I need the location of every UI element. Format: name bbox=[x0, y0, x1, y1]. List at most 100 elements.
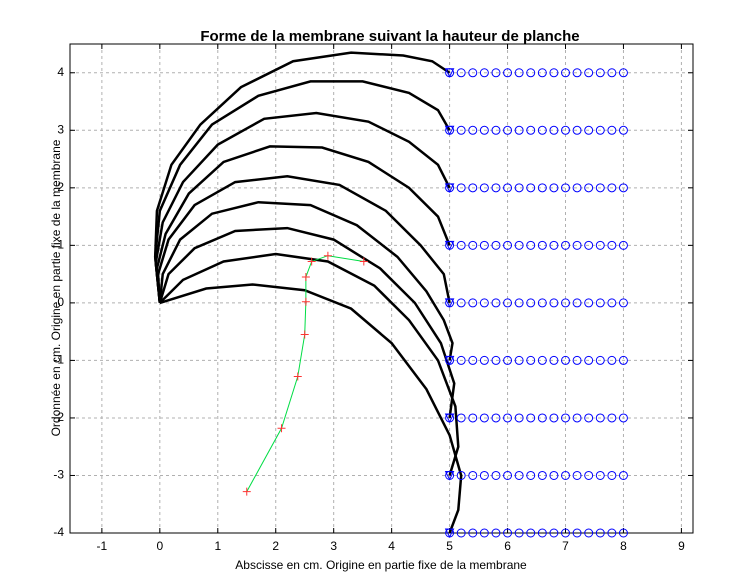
x-tick-label: 5 bbox=[446, 539, 453, 553]
circle-marker bbox=[561, 298, 571, 308]
circle-marker bbox=[456, 125, 466, 135]
circle-marker bbox=[595, 413, 605, 423]
circle-marker bbox=[595, 183, 605, 193]
circle-marker bbox=[445, 125, 455, 135]
x-tick-label: 2 bbox=[272, 539, 279, 553]
circle-marker bbox=[561, 413, 571, 423]
circle-marker bbox=[456, 470, 466, 480]
circle-marker bbox=[468, 240, 478, 250]
circle-marker bbox=[456, 240, 466, 250]
circle-marker bbox=[584, 183, 594, 193]
circle-marker bbox=[479, 68, 489, 78]
membrane-curve bbox=[156, 175, 451, 304]
circle-marker bbox=[491, 298, 501, 308]
circle-marker bbox=[584, 413, 594, 423]
circle-marker bbox=[561, 125, 571, 135]
circle-marker bbox=[549, 68, 559, 78]
x-tick-label: 9 bbox=[678, 539, 685, 553]
circle-marker bbox=[595, 240, 605, 250]
circle-marker bbox=[595, 298, 605, 308]
circle-marker bbox=[549, 355, 559, 365]
circle-marker bbox=[479, 183, 489, 193]
trace-marker bbox=[293, 372, 302, 381]
circle-marker bbox=[514, 298, 524, 308]
y-tick-label: 2 bbox=[57, 180, 64, 194]
circle-marker bbox=[514, 470, 524, 480]
circle-marker bbox=[537, 68, 547, 78]
circle-marker bbox=[526, 413, 536, 423]
circle-marker bbox=[584, 240, 594, 250]
circle-marker bbox=[561, 355, 571, 365]
x-axis-label: Abscisse en cm. Origine en partie fixe d… bbox=[235, 558, 527, 572]
circle-marker bbox=[468, 413, 478, 423]
membrane-curve bbox=[153, 51, 451, 304]
circle-marker bbox=[514, 355, 524, 365]
circle-marker bbox=[456, 183, 466, 193]
membrane-curve bbox=[154, 111, 451, 304]
circle-marker bbox=[537, 355, 547, 365]
circle-marker bbox=[549, 413, 559, 423]
circle-marker bbox=[503, 183, 513, 193]
circle-marker bbox=[572, 528, 582, 538]
circle-marker bbox=[491, 355, 501, 365]
circle-marker bbox=[549, 125, 559, 135]
circle-marker bbox=[514, 183, 524, 193]
circle-marker bbox=[514, 68, 524, 78]
circle-marker bbox=[607, 68, 617, 78]
circle-marker bbox=[503, 298, 513, 308]
circle-marker bbox=[491, 528, 501, 538]
y-tick-label: 1 bbox=[57, 238, 64, 252]
trace-marker bbox=[359, 257, 368, 266]
membrane-curve bbox=[159, 283, 463, 534]
circle-marker bbox=[618, 528, 628, 538]
circle-marker bbox=[526, 68, 536, 78]
circle-marker bbox=[479, 355, 489, 365]
circle-marker bbox=[514, 240, 524, 250]
trace-marker bbox=[323, 251, 332, 260]
circle-marker bbox=[549, 298, 559, 308]
circle-marker bbox=[607, 240, 617, 250]
trace-marker bbox=[301, 297, 310, 306]
circle-marker bbox=[584, 355, 594, 365]
circle-marker bbox=[479, 240, 489, 250]
circle-marker bbox=[618, 240, 628, 250]
circle-marker bbox=[584, 528, 594, 538]
circle-marker bbox=[491, 413, 501, 423]
circle-marker bbox=[526, 298, 536, 308]
circle-marker bbox=[526, 125, 536, 135]
circle-marker bbox=[561, 240, 571, 250]
circle-marker bbox=[479, 528, 489, 538]
circle-marker bbox=[618, 125, 628, 135]
y-tick-label: 0 bbox=[57, 295, 64, 309]
circle-marker bbox=[445, 528, 455, 538]
circle-marker bbox=[561, 528, 571, 538]
circle-marker bbox=[537, 240, 547, 250]
circle-marker bbox=[526, 528, 536, 538]
circle-marker bbox=[561, 183, 571, 193]
circle-marker bbox=[468, 68, 478, 78]
circle-marker bbox=[514, 125, 524, 135]
x-tick-label: 6 bbox=[504, 539, 511, 553]
circle-marker bbox=[537, 298, 547, 308]
circle-marker bbox=[526, 183, 536, 193]
circle-marker bbox=[491, 470, 501, 480]
circle-marker bbox=[537, 183, 547, 193]
circle-marker bbox=[549, 470, 559, 480]
membrane-curve bbox=[155, 145, 451, 303]
circle-marker bbox=[468, 298, 478, 308]
circle-marker bbox=[503, 413, 513, 423]
circle-marker bbox=[618, 355, 628, 365]
circle-marker bbox=[456, 355, 466, 365]
circle-marker bbox=[618, 183, 628, 193]
circle-marker bbox=[595, 125, 605, 135]
circle-marker bbox=[572, 413, 582, 423]
circle-marker bbox=[561, 470, 571, 480]
circle-marker bbox=[445, 183, 455, 193]
circle-marker bbox=[572, 355, 582, 365]
circle-marker bbox=[456, 413, 466, 423]
circle-marker bbox=[479, 298, 489, 308]
circle-marker bbox=[607, 528, 617, 538]
y-axis-label: Ordonnée en cm. Origine en partie fixe d… bbox=[49, 139, 63, 436]
circle-marker bbox=[503, 528, 513, 538]
